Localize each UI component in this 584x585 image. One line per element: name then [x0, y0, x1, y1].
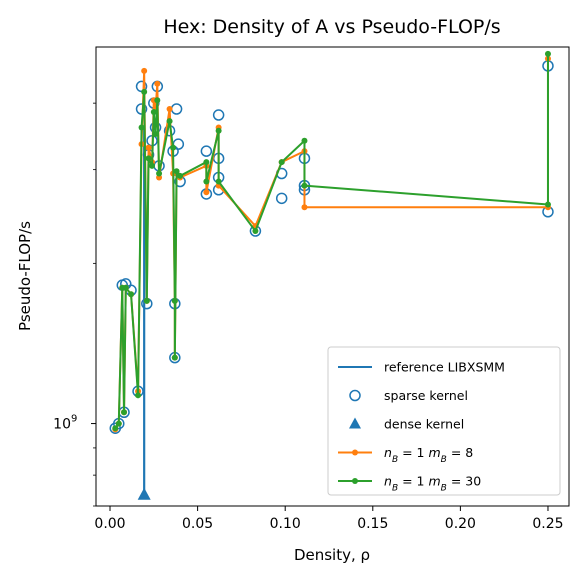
data-point-nb-1-mb-8: [166, 106, 173, 113]
chart-title: Hex: Density of A vs Pseudo-FLOP/s: [163, 16, 500, 38]
data-point-nb-1-mb-8: [145, 144, 152, 151]
data-point-nb-1-mb-30: [115, 420, 122, 427]
data-point-nb-1-mb-30: [154, 97, 161, 104]
y-tick-label: 10: [53, 417, 71, 433]
legend-marker: [349, 417, 361, 429]
data-point-nb-1-mb-30: [173, 168, 180, 175]
data-point-nb-1-mb-30: [544, 50, 551, 57]
data-point-dense-kernel: [137, 487, 151, 500]
y-axis-label: Pseudo-FLOP/s: [16, 221, 34, 331]
x-tick-label: 0.25: [532, 516, 563, 532]
plot-area: [109, 50, 554, 500]
data-point-nb-1-mb-30: [171, 354, 178, 361]
data-point-nb-1-mb-30: [122, 284, 129, 291]
data-point-nb-1-mb-30: [301, 137, 308, 144]
legend-item: reference LIBXSMM: [338, 360, 505, 375]
data-point-nb-1-mb-30: [152, 131, 159, 138]
data-point-nb-1-mb-30: [121, 409, 128, 416]
series-line-nb-1-mb-30: [114, 53, 549, 429]
x-tick-label: 0.00: [94, 516, 125, 532]
legend-item: nB = 1 mB = 8: [338, 445, 473, 465]
legend: reference LIBXSMM sparse kernel dense kern…: [327, 346, 561, 496]
data-point-nb-1-mb-30: [166, 118, 173, 125]
data-point-nb-1-mb-8: [154, 80, 161, 87]
x-tick-label: 0.20: [445, 516, 476, 532]
legend-label: nB = 1 mB = 8: [384, 445, 473, 465]
legend-marker: [352, 478, 358, 484]
data-point-nb-1-mb-30: [141, 88, 148, 95]
legend-marker: [352, 449, 358, 456]
legend-label: sparse kernel: [384, 388, 468, 403]
series-dense-kernel: [137, 487, 151, 500]
x-tick-label: 0.15: [357, 516, 388, 532]
legend-item: nB = 1 mB = 30: [338, 474, 481, 494]
data-point-nb-1-mb-8: [141, 67, 148, 74]
data-point-nb-1-mb-30: [149, 162, 156, 169]
x-axis-ticks: 0.00 0.05 0.10 0.15 0.20 0.25: [94, 506, 564, 532]
data-point-nb-1-mb-30: [177, 172, 184, 179]
legend-label: reference LIBXSMM: [384, 360, 505, 375]
data-point-nb-1-mb-30: [203, 159, 210, 166]
data-point-nb-1-mb-30: [171, 297, 178, 304]
data-point-nb-1-mb-30: [170, 144, 177, 151]
data-point-nb-1-mb-30: [156, 170, 163, 177]
data-point-nb-1-mb-30: [128, 291, 135, 298]
legend-label: dense kernel: [384, 417, 464, 432]
plot-frame: [95, 46, 570, 507]
data-point-nb-1-mb-30: [135, 392, 142, 399]
data-point-nb-1-mb-30: [544, 201, 551, 208]
legend-frame: [327, 346, 561, 496]
y-axis-ticks: 10 9: [53, 102, 96, 507]
data-point-nb-1-mb-30: [252, 228, 259, 235]
legend-item: sparse kernel: [349, 388, 468, 403]
data-point-nb-1-mb-30: [145, 155, 152, 162]
y-tick-exponent: 9: [71, 414, 77, 425]
data-point-nb-1-mb-30: [215, 178, 222, 185]
data-point-nb-1-mb-30: [150, 108, 157, 115]
data-point-sparse-kernel: [275, 192, 288, 205]
data-point-nb-1-mb-30: [301, 182, 308, 189]
x-axis-label: Density, ρ: [294, 546, 370, 564]
legend-item: dense kernel: [349, 417, 464, 432]
data-point-nb-1-mb-30: [215, 127, 222, 134]
data-point-nb-1-mb-30: [143, 297, 150, 304]
data-point-sparse-kernel: [200, 145, 213, 157]
data-point-nb-1-mb-30: [112, 425, 119, 432]
data-point-nb-1-mb-30: [278, 159, 285, 166]
data-point-nb-1-mb-30: [203, 178, 210, 185]
data-point-nb-1-mb-30: [138, 124, 145, 131]
data-point-sparse-kernel: [212, 109, 225, 121]
legend-marker: [349, 389, 361, 402]
data-point-sparse-kernel: [170, 103, 183, 115]
data-point-nb-1-mb-8: [301, 204, 308, 211]
data-point-nb-1-mb-8: [203, 189, 210, 196]
legend-label: nB = 1 mB = 30: [384, 474, 481, 494]
x-tick-label: 0.10: [270, 516, 301, 532]
x-tick-label: 0.05: [182, 516, 213, 532]
series-nb-1-mb-30: [112, 50, 551, 432]
